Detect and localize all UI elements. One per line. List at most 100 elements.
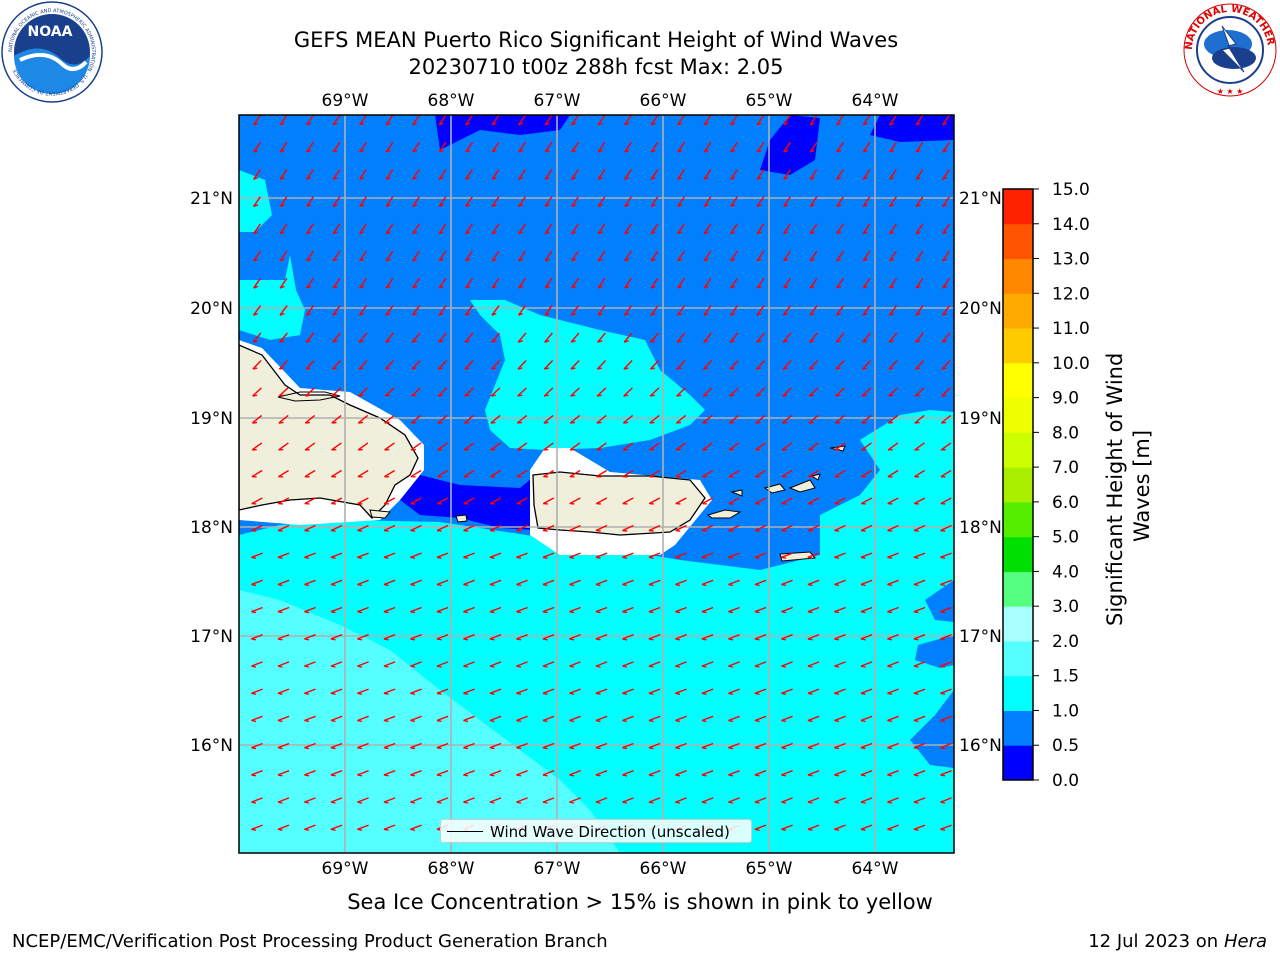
wave-direction-arrow — [410, 414, 422, 424]
wave-direction-arrow — [437, 387, 448, 397]
colorbar-frame — [1002, 188, 1034, 781]
wave-direction-arrow — [728, 414, 740, 424]
wave-direction-arrow — [279, 332, 288, 343]
wave-direction-arrow — [543, 442, 554, 451]
wave-direction-arrow — [569, 634, 581, 641]
wave-direction-arrow — [836, 196, 844, 208]
wave-direction-arrow — [836, 141, 844, 153]
wave-direction-arrow — [332, 169, 341, 180]
wave-direction-arrow — [782, 332, 792, 343]
wave-direction-arrow — [571, 169, 579, 180]
wave-direction-arrow — [385, 305, 394, 316]
wave-direction-arrow — [279, 277, 288, 289]
wave-direction-arrow — [518, 277, 526, 289]
colorbar-tick-label: 8.0 — [1052, 423, 1079, 443]
wave-direction-arrow — [331, 360, 342, 370]
wave-direction-arrow — [834, 634, 846, 641]
wave-direction-arrow — [834, 524, 846, 532]
wave-direction-arrow — [357, 552, 369, 559]
wave-direction-arrow — [809, 223, 818, 235]
wave-direction-arrow — [304, 742, 316, 750]
wave-direction-arrow — [808, 360, 819, 370]
wave-direction-arrow — [649, 469, 660, 478]
wave-direction-arrow — [278, 414, 289, 424]
lat-label: 21°N — [190, 189, 233, 209]
wave-direction-arrow — [332, 115, 341, 126]
wave-direction-arrow — [251, 634, 263, 641]
wave-direction-arrow — [463, 634, 475, 641]
wave-direction-arrow — [304, 824, 316, 831]
wave-direction-arrow — [304, 552, 316, 559]
wave-direction-arrow — [648, 688, 661, 695]
wave-direction-arrow — [542, 634, 555, 641]
wave-direction-arrow — [675, 797, 687, 804]
wave-direction-arrow — [253, 250, 261, 262]
wave-direction-arrow — [941, 360, 951, 370]
wave-direction-arrow — [251, 661, 263, 668]
wave-direction-arrow — [914, 360, 925, 370]
wave-direction-arrow — [411, 387, 421, 397]
wave-direction-arrow — [571, 277, 579, 289]
wave-direction-arrow — [783, 196, 791, 208]
wave-direction-arrow — [384, 469, 395, 478]
wave-direction-arrow — [304, 688, 316, 695]
wave-direction-arrow — [277, 688, 290, 695]
wave-direction-arrow — [675, 634, 687, 641]
wave-direction-arrow — [463, 770, 475, 777]
wave-direction-arrow — [622, 797, 634, 804]
wave-direction-arrow — [385, 169, 394, 180]
wave-direction-arrow — [807, 634, 820, 641]
wave-direction-arrow — [384, 442, 395, 451]
wave-direction-arrow — [701, 688, 714, 695]
wave-direction-arrow — [437, 442, 448, 451]
wave-direction-arrow — [544, 223, 553, 235]
wave-direction-arrow — [569, 497, 581, 505]
wave-direction-arrow — [385, 141, 394, 153]
wave-direction-arrow — [306, 223, 314, 235]
colorbar-tick-label: 7.0 — [1052, 458, 1079, 478]
wave-direction-arrow — [518, 223, 526, 235]
wave-direction-arrow — [357, 715, 369, 723]
wave-direction-arrow — [542, 742, 555, 750]
wave-direction-arrow — [410, 742, 422, 750]
wave-direction-arrow — [517, 387, 527, 397]
wave-direction-arrow — [437, 360, 448, 370]
wave-direction-arrow — [597, 223, 606, 235]
wave-direction-arrow — [622, 606, 634, 614]
wave-direction-arrow — [623, 387, 633, 397]
wave-direction-arrow — [783, 141, 791, 153]
wave-direction-arrow — [251, 579, 263, 587]
wave-direction-arrow — [596, 414, 607, 424]
wave-direction-arrow — [489, 770, 502, 777]
wave-direction-arrow — [887, 469, 899, 478]
wave-direction-arrow — [940, 497, 952, 505]
wave-direction-arrow — [304, 524, 316, 532]
colorbar-label: Significant Height of Wind Waves [m] — [1103, 346, 1154, 626]
wave-direction-arrow — [623, 305, 633, 316]
wave-direction-arrow — [595, 742, 608, 750]
wave-direction-arrow — [595, 634, 608, 641]
wave-direction-arrow — [332, 223, 341, 235]
wave-direction-arrow — [304, 579, 316, 587]
lon-label: 67°W — [534, 859, 581, 879]
wave-direction-arrow — [808, 387, 819, 397]
wave-direction-arrow — [436, 715, 449, 723]
wave-direction-arrow — [862, 115, 871, 126]
wave-direction-arrow — [436, 579, 449, 587]
wave-direction-arrow — [862, 141, 871, 153]
wave-direction-arrow — [730, 250, 738, 262]
wave-direction-arrow — [251, 469, 263, 478]
wave-direction-arrow — [915, 277, 924, 289]
wave-direction-arrow — [279, 115, 288, 126]
wave-direction-arrow — [702, 387, 713, 397]
wave-direction-arrow — [809, 305, 818, 316]
wave-direction-arrow — [624, 169, 632, 180]
wave-direction-arrow — [622, 634, 634, 641]
wave-direction-arrow — [783, 250, 791, 262]
wave-direction-arrow — [542, 579, 555, 587]
wave-direction-arrow — [489, 497, 502, 505]
colorbar-segment — [1003, 432, 1033, 468]
wave-direction-arrow — [940, 634, 952, 641]
wave-direction-arrow — [860, 742, 873, 750]
wave-direction-arrow — [676, 360, 686, 370]
